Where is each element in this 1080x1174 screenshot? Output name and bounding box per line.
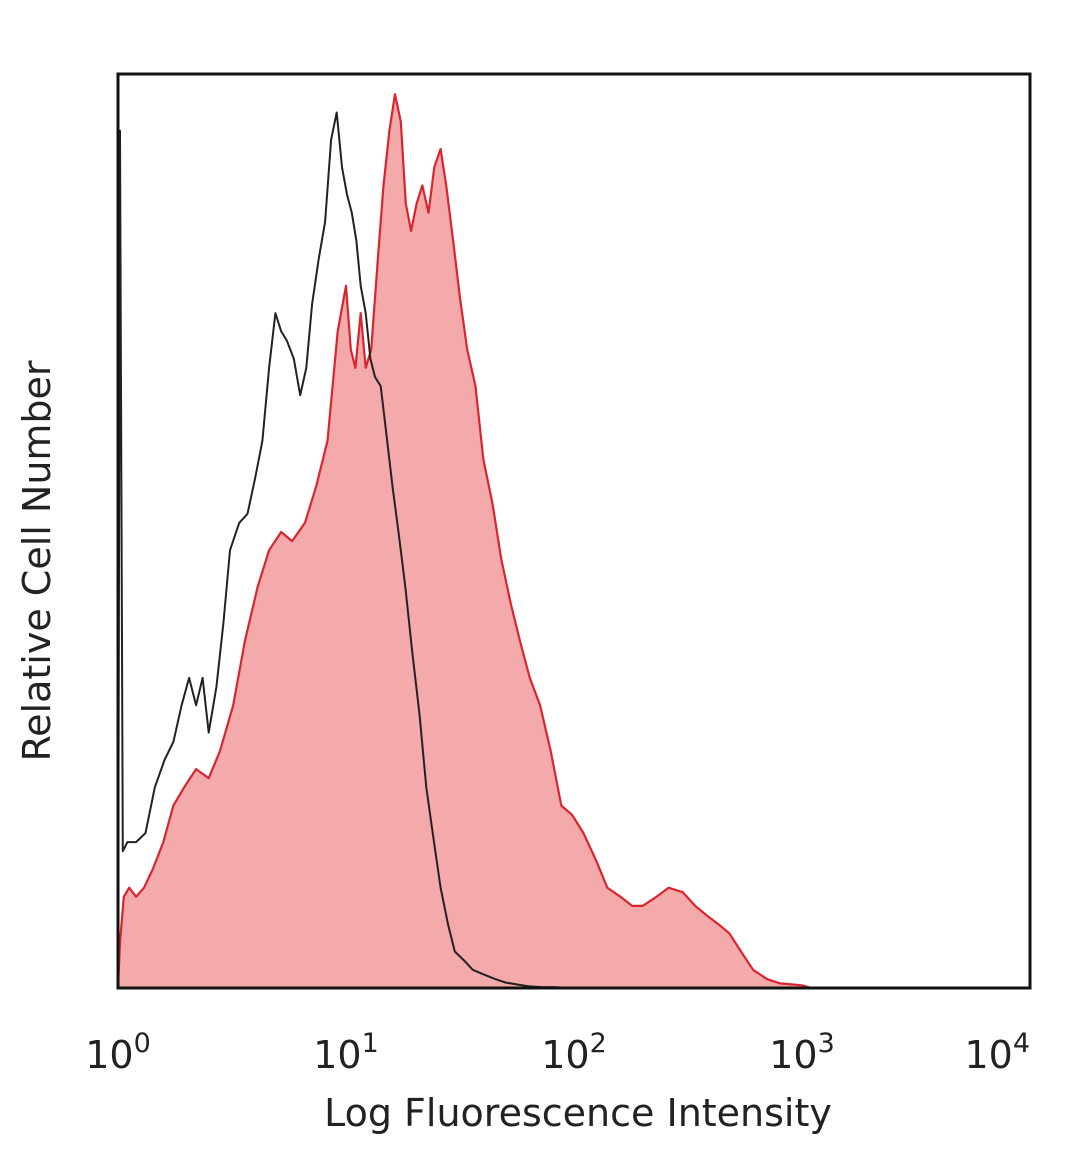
series-1-line	[117, 111, 615, 989]
x-tick-label: 104	[964, 1028, 1030, 1077]
y-axis-title: Relative Cell Number	[15, 360, 59, 761]
x-tick-label: 100	[85, 1028, 151, 1077]
series-layer	[116, 93, 812, 990]
x-tick-label: 103	[769, 1028, 835, 1077]
plot-frame	[116, 72, 1032, 990]
series-0-area	[118, 94, 812, 988]
x-tick-label: 102	[541, 1028, 607, 1077]
series-0-line	[116, 93, 812, 990]
x-tick-label: 101	[313, 1028, 379, 1077]
x-tick-labels: 100 101 102 103 104	[85, 1028, 1030, 1077]
x-axis-title: Log Fluorescence Intensity	[324, 1091, 832, 1135]
